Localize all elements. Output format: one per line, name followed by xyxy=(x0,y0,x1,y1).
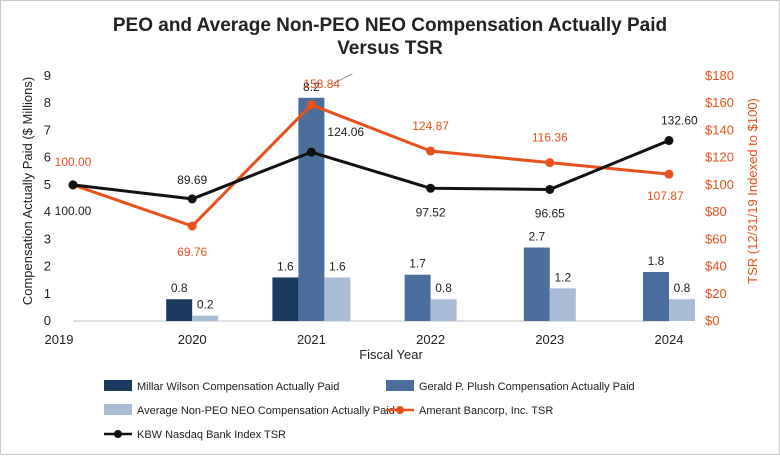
line-label-amerant-2021: 158.84 xyxy=(303,77,340,91)
line-label-amerant-2019: 100.00 xyxy=(55,155,92,169)
point-amerant-2022 xyxy=(426,146,436,156)
line-label-kbw-2024: 132.60 xyxy=(661,114,698,128)
legend-marker-kbw xyxy=(114,430,122,438)
line-amerant xyxy=(72,103,670,228)
bar-millar-wilson-2020 xyxy=(166,299,193,321)
y-tick-0: 0 xyxy=(44,313,51,328)
bar-label-millar-wilson-2020: 0.8 xyxy=(171,281,188,295)
bar-label-gerald-plush-2023: 2.7 xyxy=(528,230,545,244)
point-amerant-2024 xyxy=(664,169,674,179)
bar-gerald-plush-2024 xyxy=(643,272,669,321)
line-label-kbw-2021: 124.06 xyxy=(327,125,364,139)
x-tick-2021: 2021 xyxy=(297,332,326,347)
line-label-amerant-2023: 116.36 xyxy=(532,131,568,145)
bar-label-average-non-peo-2020: 0.2 xyxy=(197,298,214,312)
x-tick-2023: 2023 xyxy=(535,332,564,347)
point-amerant-2023 xyxy=(545,158,555,168)
y2-tick-8: $160 xyxy=(705,95,734,110)
line-label-kbw-2020: 89.69 xyxy=(177,173,207,187)
bar-gerald-plush-2023 xyxy=(523,247,550,321)
line-label-amerant-2022: 124.87 xyxy=(412,119,449,133)
y2-tick-2: $40 xyxy=(705,259,727,274)
point-kbw-2019 xyxy=(68,180,78,190)
bar-average-non-peo-2020 xyxy=(192,315,219,321)
x-tick-2024: 2024 xyxy=(655,332,684,347)
bar-labels-group: 0.8 0.2 1.6 8.2 1.6 1.7 0.8 2.7 1.2 1.8 0.8 xyxy=(171,73,691,312)
bar-label-average-non-peo-2021: 1.6 xyxy=(329,259,346,273)
point-kbw-2022 xyxy=(426,183,436,193)
x-tick-2019: 2019 xyxy=(45,332,74,347)
bar-average-non-peo-2023 xyxy=(549,288,576,321)
y-tick-3: 3 xyxy=(44,231,51,246)
x-axis-title: Fiscal Year xyxy=(359,347,423,362)
y2-tick-1: $20 xyxy=(705,286,727,301)
line-label-kbw-2023: 96.65 xyxy=(535,206,565,220)
lines-group xyxy=(68,100,674,231)
y2-tick-3: $60 xyxy=(705,231,727,246)
y-axis-title: Compensation Actually Paid ($ Millions) xyxy=(20,77,35,305)
bar-average-non-peo-2024 xyxy=(669,299,695,321)
legend-label-kbw: KBW Nasdaq Bank Index TSR xyxy=(137,429,286,441)
y-tick-9: 9 xyxy=(44,68,51,83)
bars-group xyxy=(166,97,695,322)
bar-label-gerald-plush-2024: 1.8 xyxy=(648,254,665,268)
y2-tick-5: $100 xyxy=(705,177,734,192)
y-tick-6: 6 xyxy=(44,150,51,165)
y-tick-7: 7 xyxy=(44,122,51,137)
legend-label-millar-wilson: Millar Wilson Compensation Actually Paid xyxy=(137,381,339,393)
y2-tick-0: $0 xyxy=(705,313,719,328)
x-tick-2022: 2022 xyxy=(416,332,445,347)
y2-tick-9: $180 xyxy=(705,68,734,83)
chart-title-line-2: Versus TSR xyxy=(337,38,443,59)
line-kbw xyxy=(72,139,670,201)
left-axis-ticks: 0 1 2 3 4 5 6 7 8 9 xyxy=(44,68,51,328)
chart-legend: Millar Wilson Compensation Actually Paid… xyxy=(104,380,635,441)
bar-label-average-non-peo-2024: 0.8 xyxy=(674,281,691,295)
x-axis-ticks: 2019 2020 2021 2022 2023 2024 xyxy=(45,332,684,347)
y2-tick-4: $80 xyxy=(705,204,727,219)
line-label-amerant-2020: 69.76 xyxy=(177,245,207,259)
bar-label-average-non-peo-2022: 0.8 xyxy=(435,281,452,295)
y2-axis-title: TSR (12/31/19 Indexed to $100) xyxy=(745,98,760,284)
legend-marker-amerant xyxy=(396,406,404,414)
point-amerant-2021 xyxy=(306,100,316,110)
line-labels-group: 100.00 69.76 158.84 124.87 116.36 107.87 100.0… xyxy=(55,77,698,259)
legend-swatch-gerald-plush xyxy=(386,380,414,391)
y2-tick-7: $140 xyxy=(705,122,734,137)
line-label-kbw-2022: 97.52 xyxy=(416,205,446,219)
point-kbw-2021 xyxy=(306,147,316,157)
x-tick-2020: 2020 xyxy=(178,332,207,347)
y-tick-4: 4 xyxy=(44,204,51,219)
leader-line-plush-2021 xyxy=(332,73,353,85)
y-tick-5: 5 xyxy=(44,177,51,192)
bar-gerald-plush-2021 xyxy=(298,97,325,322)
legend-swatch-average-non-peo xyxy=(104,404,132,415)
line-label-kbw-2019: 100.00 xyxy=(55,204,92,218)
bar-label-gerald-plush-2022: 1.7 xyxy=(409,257,426,271)
bar-gerald-plush-2022 xyxy=(404,274,431,321)
y-tick-1: 1 xyxy=(44,286,51,301)
y2-tick-6: $120 xyxy=(705,150,734,165)
point-kbw-2024 xyxy=(664,136,674,146)
bar-average-non-peo-2022 xyxy=(430,299,457,321)
legend-label-gerald-plush: Gerald P. Plush Compensation Actually Pa… xyxy=(419,381,635,393)
legend-label-amerant: Amerant Bancorp, Inc. TSR xyxy=(419,405,553,417)
point-kbw-2023 xyxy=(545,184,555,194)
point-amerant-2020 xyxy=(187,221,197,231)
bar-millar-wilson-2021 xyxy=(272,277,299,321)
legend-label-average-non-peo: Average Non-PEO NEO Compensation Actuall… xyxy=(137,405,395,417)
y-tick-2: 2 xyxy=(44,259,51,274)
right-axis-ticks: $0 $20 $40 $60 $80 $100 $120 $140 $160 $180 xyxy=(705,68,734,328)
legend-swatch-millar-wilson xyxy=(104,380,132,391)
bar-average-non-peo-2021 xyxy=(324,277,351,321)
bar-label-gerald-plush-2021: 8.2 xyxy=(303,80,320,94)
point-kbw-2020 xyxy=(187,194,197,204)
bar-label-millar-wilson-2021: 1.6 xyxy=(277,259,294,273)
chart-title-line-1: PEO and Average Non-PEO NEO Compensation… xyxy=(113,15,667,36)
line-label-amerant-2024: 107.87 xyxy=(647,189,684,203)
y-tick-8: 8 xyxy=(44,95,51,110)
bar-label-average-non-peo-2023: 1.2 xyxy=(554,270,571,284)
